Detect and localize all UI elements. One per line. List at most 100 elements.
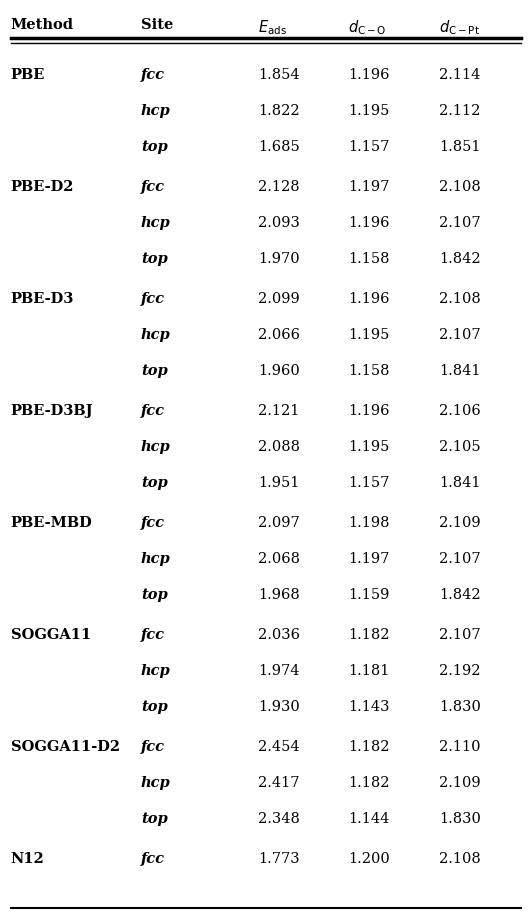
Text: 1.182: 1.182 (348, 628, 390, 642)
Text: 1.968: 1.968 (258, 588, 300, 602)
Text: 1.830: 1.830 (439, 812, 481, 826)
Text: PBE-D2: PBE-D2 (11, 180, 74, 194)
Text: PBE-MBD: PBE-MBD (11, 516, 93, 530)
Text: 1.842: 1.842 (439, 252, 480, 266)
Text: 2.068: 2.068 (258, 552, 300, 566)
Text: 1.143: 1.143 (348, 700, 390, 714)
Text: top: top (141, 588, 168, 602)
Text: 1.158: 1.158 (348, 252, 390, 266)
Text: 2.192: 2.192 (439, 664, 480, 678)
Text: 2.348: 2.348 (258, 812, 300, 826)
Text: Site: Site (141, 18, 173, 32)
Text: Method: Method (11, 18, 73, 32)
Text: 1.182: 1.182 (348, 740, 390, 754)
Text: 1.195: 1.195 (348, 104, 390, 118)
Text: PBE-D3BJ: PBE-D3BJ (11, 404, 93, 418)
Text: 2.128: 2.128 (258, 180, 300, 194)
Text: hcp: hcp (141, 664, 171, 678)
Text: 1.182: 1.182 (348, 776, 390, 790)
Text: 2.066: 2.066 (258, 328, 300, 342)
Text: SOGGA11: SOGGA11 (11, 628, 91, 642)
Text: SOGGA11-D2: SOGGA11-D2 (11, 740, 120, 754)
Text: 1.197: 1.197 (348, 180, 390, 194)
Text: 1.685: 1.685 (258, 140, 300, 154)
Text: top: top (141, 140, 168, 154)
Text: 1.196: 1.196 (348, 292, 390, 306)
Text: fcc: fcc (141, 180, 165, 194)
Text: 2.109: 2.109 (439, 516, 480, 530)
Text: 1.951: 1.951 (258, 476, 300, 490)
Text: 2.112: 2.112 (439, 104, 480, 118)
Text: 1.841: 1.841 (439, 364, 480, 378)
Text: 1.198: 1.198 (348, 516, 390, 530)
Text: 1.158: 1.158 (348, 364, 390, 378)
Text: 1.854: 1.854 (258, 68, 300, 82)
Text: 1.200: 1.200 (348, 852, 390, 866)
Text: fcc: fcc (141, 292, 165, 306)
Text: 2.036: 2.036 (258, 628, 300, 642)
Text: 1.842: 1.842 (439, 588, 480, 602)
Text: 2.107: 2.107 (439, 216, 480, 230)
Text: 2.105: 2.105 (439, 440, 480, 454)
Text: 2.121: 2.121 (258, 404, 300, 418)
Text: fcc: fcc (141, 852, 165, 866)
Text: 1.960: 1.960 (258, 364, 300, 378)
Text: 2.108: 2.108 (439, 180, 480, 194)
Text: 1.144: 1.144 (348, 812, 390, 826)
Text: hcp: hcp (141, 776, 171, 790)
Text: 1.196: 1.196 (348, 216, 390, 230)
Text: PBE-D3: PBE-D3 (11, 292, 74, 306)
Text: hcp: hcp (141, 440, 171, 454)
Text: 1.930: 1.930 (258, 700, 300, 714)
Text: 1.159: 1.159 (348, 588, 390, 602)
Text: fcc: fcc (141, 740, 165, 754)
Text: 1.157: 1.157 (348, 476, 390, 490)
Text: 2.088: 2.088 (258, 440, 300, 454)
Text: 2.099: 2.099 (258, 292, 300, 306)
Text: 1.181: 1.181 (348, 664, 390, 678)
Text: hcp: hcp (141, 216, 171, 230)
Text: fcc: fcc (141, 628, 165, 642)
Text: 1.773: 1.773 (258, 852, 300, 866)
Text: 1.970: 1.970 (258, 252, 300, 266)
Text: $E_{\mathrm{ads}}$: $E_{\mathrm{ads}}$ (258, 18, 287, 37)
Text: 1.841: 1.841 (439, 476, 480, 490)
Text: 2.110: 2.110 (439, 740, 480, 754)
Text: $d_{\mathrm{C-Pt}}$: $d_{\mathrm{C-Pt}}$ (439, 18, 480, 37)
Text: 2.106: 2.106 (439, 404, 480, 418)
Text: 1.196: 1.196 (348, 404, 390, 418)
Text: 1.195: 1.195 (348, 440, 390, 454)
Text: fcc: fcc (141, 516, 165, 530)
Text: 2.107: 2.107 (439, 552, 480, 566)
Text: 1.157: 1.157 (348, 140, 390, 154)
Text: top: top (141, 812, 168, 826)
Text: 2.114: 2.114 (439, 68, 480, 82)
Text: 2.454: 2.454 (258, 740, 300, 754)
Text: 2.093: 2.093 (258, 216, 300, 230)
Text: hcp: hcp (141, 104, 171, 118)
Text: fcc: fcc (141, 404, 165, 418)
Text: top: top (141, 252, 168, 266)
Text: hcp: hcp (141, 328, 171, 342)
Text: 1.197: 1.197 (348, 552, 390, 566)
Text: 2.107: 2.107 (439, 328, 480, 342)
Text: 2.107: 2.107 (439, 628, 480, 642)
Text: 2.108: 2.108 (439, 852, 480, 866)
Text: 1.974: 1.974 (258, 664, 300, 678)
Text: 1.196: 1.196 (348, 68, 390, 82)
Text: top: top (141, 700, 168, 714)
Text: 1.822: 1.822 (258, 104, 300, 118)
Text: PBE: PBE (11, 68, 45, 82)
Text: 1.851: 1.851 (439, 140, 480, 154)
Text: 2.097: 2.097 (258, 516, 300, 530)
Text: top: top (141, 476, 168, 490)
Text: 2.108: 2.108 (439, 292, 480, 306)
Text: hcp: hcp (141, 552, 171, 566)
Text: fcc: fcc (141, 68, 165, 82)
Text: N12: N12 (11, 852, 45, 866)
Text: 2.109: 2.109 (439, 776, 480, 790)
Text: 1.195: 1.195 (348, 328, 390, 342)
Text: 1.830: 1.830 (439, 700, 481, 714)
Text: $d_{\mathrm{C-O}}$: $d_{\mathrm{C-O}}$ (348, 18, 387, 37)
Text: 2.417: 2.417 (258, 776, 300, 790)
